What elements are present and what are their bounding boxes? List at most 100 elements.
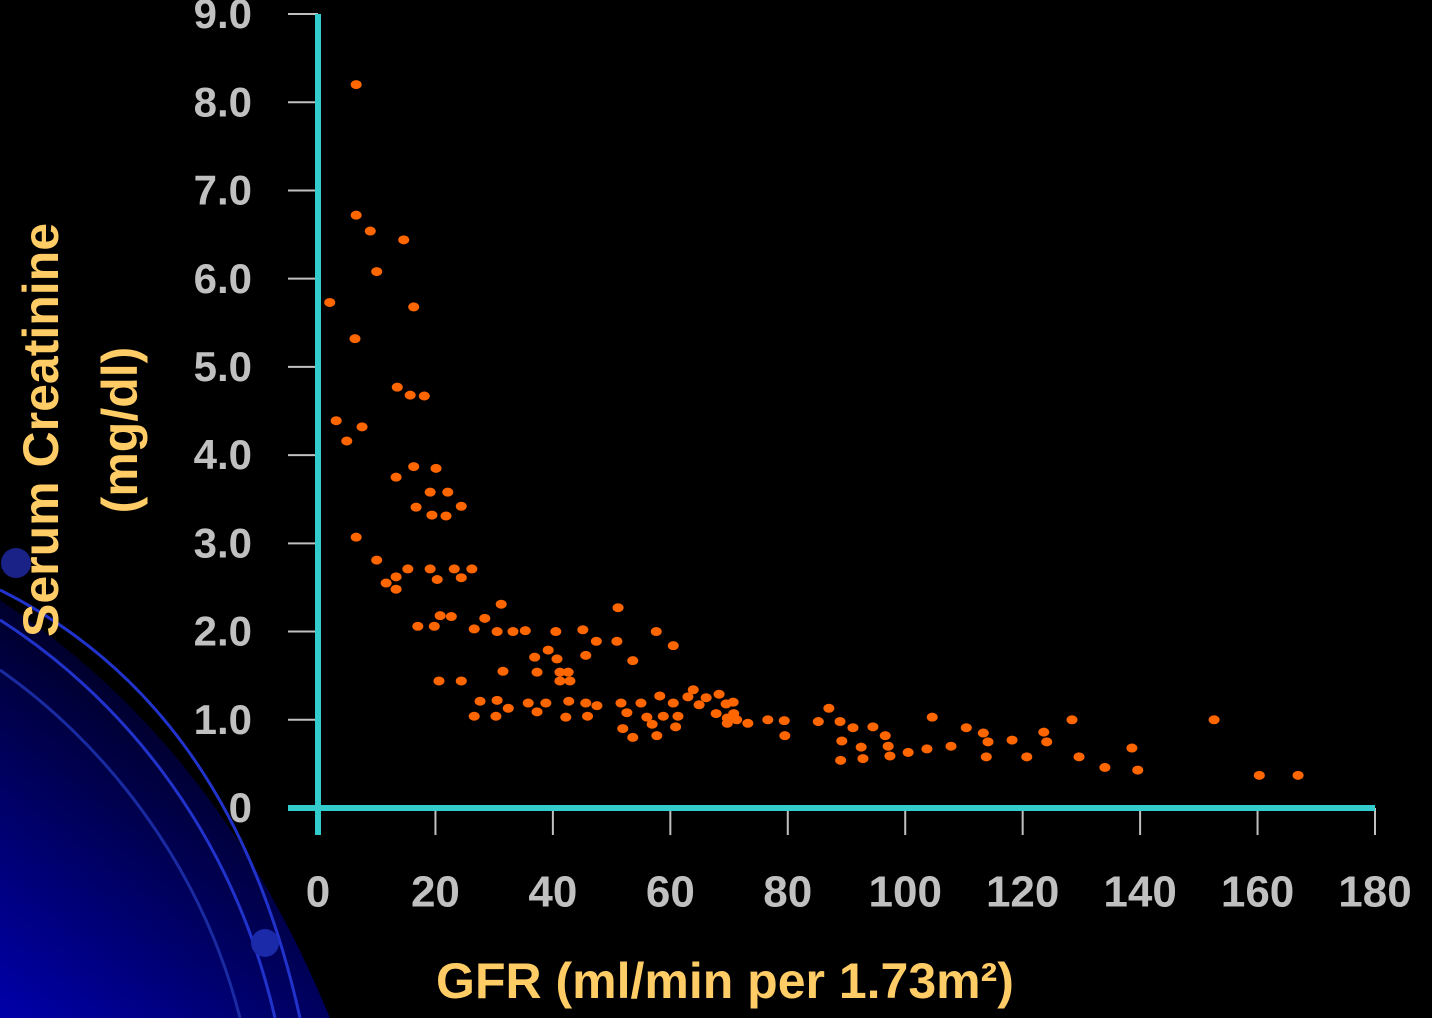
scatter-point [430,463,442,473]
scatter-point [410,502,422,512]
scatter-point [390,572,402,582]
scatter-point [617,724,629,734]
scatter-point [945,741,957,751]
scatter-point [884,751,896,761]
scatter-point [390,472,402,482]
scatter-point [341,436,353,446]
scatter-point [433,676,445,686]
scatter-point [1073,752,1085,762]
scatter-point [445,612,457,622]
scatter-point [580,698,592,708]
scatter-point [562,667,574,677]
scatter-point [1208,715,1220,725]
y-tick-label: 3.0 [194,519,252,566]
y-tick-label: 2.0 [194,608,252,655]
scatter-point [563,696,575,706]
scatter-point [468,624,480,634]
scatter-point [330,416,342,426]
scatter-point [650,627,662,637]
scatter-point [529,652,541,662]
scatter-point [1292,770,1304,780]
scatter-point [560,712,572,722]
y-tick-label: 4.0 [194,431,252,478]
scatter-point [455,676,467,686]
scatter-point [495,599,507,609]
scatter-point [390,584,402,594]
scatter-point [356,422,368,432]
scatter-point [434,611,446,621]
scatter-point [442,487,454,497]
background-decoration [0,600,330,1018]
scatter-point [1038,727,1050,737]
y-axis-label: (mg/dl) [92,347,148,514]
scatter-point [1041,737,1053,747]
scatter-point [980,752,992,762]
x-axis-label: GFR (ml/min per 1.73m²) [436,953,1014,1009]
scatter-point [1066,715,1078,725]
scatter-point [879,731,891,741]
scatter-point [468,711,480,721]
scatter-point [412,621,424,631]
decor-dot [1,548,31,578]
scatter-point [404,390,416,400]
scatter-point [554,676,566,686]
scatter-point [542,645,554,655]
scatter-point [693,700,705,710]
scatter-point [408,302,420,312]
scatter-point [371,555,383,565]
x-tick-label: 180 [1338,868,1411,917]
scatter-point [431,575,443,585]
scatter-point [687,685,699,695]
scatter-point [627,732,639,742]
scatter-point [364,226,376,236]
scatter-point [982,737,994,747]
scatter-point [731,715,743,725]
scatter-point [882,741,894,751]
scatter-point [426,510,438,520]
y-tick-label: 8.0 [194,78,252,125]
scatter-point [580,650,592,660]
scatter-point [867,722,879,732]
scatter-point [977,728,989,738]
x-tick-label: 60 [646,868,695,917]
scatter-point [577,625,589,635]
x-tick-label: 40 [528,868,577,917]
scatter-point [615,698,627,708]
scatter-point [455,573,467,583]
y-tick-label: 9.0 [194,0,252,37]
scatter-point [627,656,639,666]
scatter-point [657,711,669,721]
scatter-point [324,297,336,307]
scatter-point [921,744,933,754]
scatter-point [428,621,440,631]
scatter-point [812,717,824,727]
y-tick-label: 6.0 [194,255,252,302]
scatter-point [474,696,486,706]
scatter-point [834,717,846,727]
scatter-point [710,709,722,719]
x-tick-label: 160 [1221,868,1294,917]
scatter-point [502,703,514,713]
x-tick-label: 20 [411,868,460,917]
scatter-point [779,731,791,741]
scatter-point [455,501,467,511]
scatter-point [402,564,414,574]
scatter-point [531,707,543,717]
scatter-point [531,667,543,677]
scatter-point [591,701,603,711]
scatter-point [672,711,684,721]
y-tick-label: 0 [229,784,252,831]
scatter-point [1126,743,1138,753]
scatter-point [1021,752,1033,762]
scatter-point [349,334,361,344]
scatter-point [350,80,362,90]
scatter-point [778,716,790,726]
scatter-point [554,667,566,677]
scatter-point [448,564,460,574]
scatter-point [380,578,392,588]
scatter-point [479,613,491,623]
scatter-point [519,626,531,636]
scatter-point [582,711,594,721]
scatter-point [847,723,859,733]
